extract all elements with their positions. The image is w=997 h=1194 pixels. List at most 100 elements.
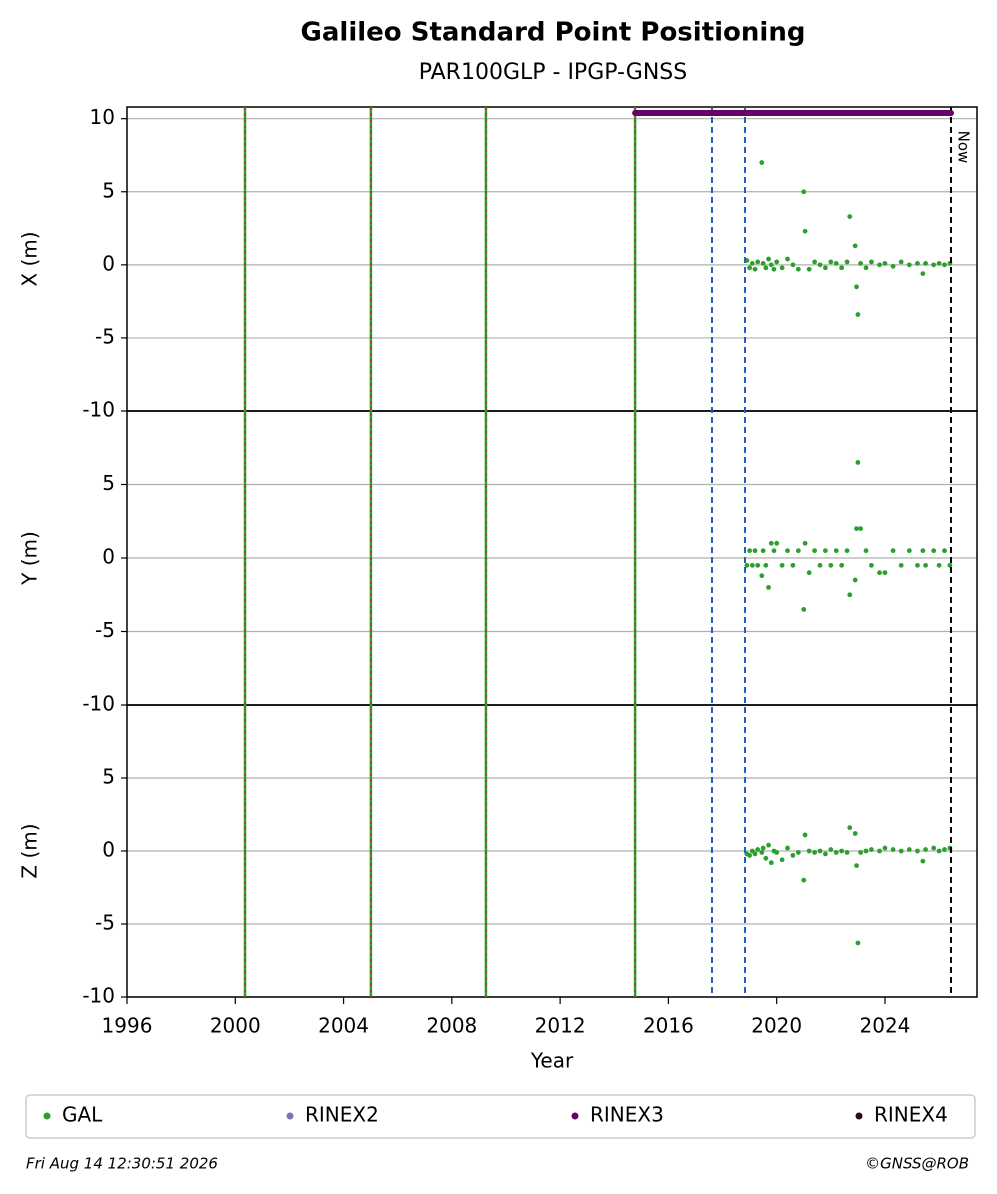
footer-credit: ©GNSS@ROB [865,1155,969,1173]
data-point [760,845,766,851]
data-point [855,312,861,317]
data-point [839,562,845,568]
data-point [790,562,796,568]
data-point [774,540,780,546]
data-point [779,562,785,568]
y-tick-label: -10 [82,984,115,1008]
data-point [936,260,942,266]
data-point [755,562,761,568]
x-tick-label: 2016 [643,1014,694,1038]
data-point [923,562,928,568]
data-point [854,863,859,868]
data-point [759,573,765,579]
data-point [906,548,912,554]
y-tick-label: 0 [102,251,115,275]
data-point [833,548,839,554]
y-tick-label: 5 [102,471,115,495]
axes-frame [126,106,978,412]
data-point [749,562,755,568]
data-point [806,266,812,272]
data-point [869,847,874,852]
data-point [817,848,823,854]
data-point [852,577,858,583]
data-point [747,265,753,271]
data-point [828,847,834,852]
y-tick-label: 0 [102,838,115,862]
data-point [847,825,853,831]
data-point [768,262,774,268]
data-point [877,570,882,576]
data-point [771,548,777,554]
data-point [760,260,766,266]
data-point [763,855,769,861]
data-point [802,832,808,838]
data-point [931,548,937,554]
data-point [802,540,808,546]
x-tick-label: 2012 [535,1014,586,1038]
data-point [766,256,771,262]
legend-label: RINEX3 [590,1103,664,1127]
data-point [812,548,817,554]
data-point [785,845,790,851]
x-axis-label: Year [530,1049,574,1073]
data-point [852,831,858,836]
data-point [931,845,937,851]
legend-marker [855,1112,863,1120]
y-tick-label: -5 [95,618,115,642]
data-point [844,548,850,554]
data-point [747,548,753,554]
chart-title: Galileo Standard Point Positioning [301,18,806,48]
data-point [747,852,753,858]
data-point [923,847,928,852]
x-tick-label: 1996 [102,1014,153,1038]
data-point [774,850,780,855]
data-point [812,259,817,265]
data-point [766,585,771,590]
y-axis-label: X (m) [18,231,42,286]
y-tick-label: 0 [102,545,115,569]
legend-box [25,1094,976,1139]
data-point [877,262,882,268]
data-point [806,848,812,854]
data-point [915,848,920,854]
data-point [795,850,801,855]
data-point [898,259,904,265]
legend-marker [43,1112,51,1120]
data-point [774,259,780,265]
data-point [817,562,823,568]
legend-label: RINEX4 [874,1103,948,1127]
data-point [759,850,765,855]
data-point [854,284,859,290]
data-point [923,260,928,266]
data-point [858,260,863,266]
data-point [812,850,817,855]
data-point [839,265,845,271]
legend-marker [571,1112,579,1120]
x-tick-label: 2008 [426,1014,477,1038]
data-point [898,848,904,854]
data-point [858,526,863,531]
legend-label: GAL [62,1103,103,1127]
data-point [755,847,761,852]
data-point [858,850,863,855]
data-point [744,562,750,568]
y-axis-label: Y (m) [18,531,42,586]
data-point [749,260,755,266]
data-point [863,848,869,854]
data-point [763,265,769,271]
data-point [785,256,790,262]
data-point [771,266,777,272]
data-point [890,263,896,269]
data-point [806,570,812,576]
data-point [882,570,888,576]
y-axis-label: Z (m) [18,823,42,878]
data-point [931,262,937,268]
data-point [752,851,758,857]
x-tick-label: 2004 [318,1014,369,1038]
data-point [823,548,828,554]
legend-marker [286,1112,294,1120]
data-point [779,857,785,863]
data-point [779,265,785,271]
data-point [854,526,859,531]
data-point [882,260,888,266]
